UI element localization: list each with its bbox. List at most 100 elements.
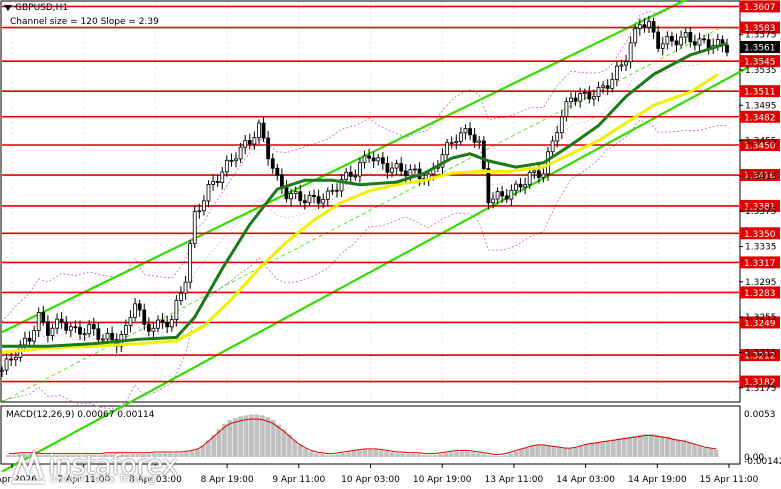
candle-body <box>647 21 651 28</box>
candle-body <box>628 42 633 63</box>
candle-body <box>569 97 573 102</box>
macd-bar <box>465 451 470 457</box>
candle-body <box>651 21 656 33</box>
grid <box>11 2 730 401</box>
macd-title: MACD(12,26,9) 0.00067 0.00114 <box>6 410 155 420</box>
macd-bar <box>573 447 578 457</box>
candle-body <box>13 356 18 361</box>
macd-bar <box>65 455 71 457</box>
x-tick-label: 10 Apr 03:00 <box>341 475 400 485</box>
macd-bar <box>335 454 341 457</box>
macd-bar <box>238 416 244 457</box>
macd-bar <box>551 446 557 457</box>
level-tag <box>740 21 780 34</box>
candle-body <box>105 332 110 340</box>
candle-body <box>472 134 477 143</box>
candle-body <box>339 179 344 192</box>
candle-body <box>587 92 592 100</box>
level-label: 1.3212 <box>744 352 776 362</box>
candle-body <box>156 319 160 329</box>
candle-body <box>491 198 495 204</box>
macd-bar <box>691 444 697 457</box>
macd-bar <box>378 450 384 457</box>
macd-bar <box>324 455 330 457</box>
watermark-tagline: Instant Forex Trading <box>50 474 156 485</box>
candle-body <box>390 167 394 173</box>
x-tick-label: 9 Apr 11:00 <box>272 475 325 485</box>
candle-body <box>495 191 500 200</box>
candle-body <box>68 326 73 331</box>
symbol-label: GBPUSD,H1 <box>15 3 69 13</box>
y-tick-label: 1.3575 <box>745 31 777 41</box>
macd-bar <box>416 454 422 457</box>
candle-body <box>133 303 137 318</box>
y-tick-label: 1.3495 <box>745 101 777 111</box>
macd-bar <box>195 449 200 457</box>
level-label: 1.3482 <box>744 113 776 123</box>
candle-body <box>702 38 706 41</box>
macd-bar <box>16 454 22 457</box>
macd-bar <box>654 434 659 457</box>
macd-bar <box>497 456 503 457</box>
ma-slow-line <box>1 73 719 354</box>
macd-bar <box>492 456 497 457</box>
candle-body <box>445 142 449 156</box>
candle-body <box>477 140 482 143</box>
candle-body <box>697 38 702 46</box>
candle-body <box>321 198 326 204</box>
candle-body <box>82 333 87 336</box>
candle-body <box>500 191 505 197</box>
macd-bar <box>227 420 233 457</box>
macd-bar <box>200 445 206 457</box>
candle-body <box>289 193 293 200</box>
level-tag <box>740 139 780 152</box>
candle-body <box>179 292 183 301</box>
macd-bar <box>351 451 357 457</box>
level-label: 1.3607 <box>744 3 776 13</box>
macd-bar <box>659 435 665 457</box>
candle-body <box>637 24 642 30</box>
candle-body <box>348 171 353 177</box>
macd-bar <box>610 439 616 457</box>
macd-bar <box>130 454 136 457</box>
level-tag <box>740 227 780 240</box>
candle-body <box>137 303 142 311</box>
candle-body <box>284 186 289 200</box>
candle-body <box>399 163 404 172</box>
macd-bar <box>627 436 632 457</box>
macd-bar <box>357 450 362 457</box>
macd-bar <box>605 440 611 457</box>
y-tick-label: 1.3335 <box>745 243 777 253</box>
candle-body <box>610 78 615 89</box>
candle-body <box>302 200 307 204</box>
macd-bar <box>643 433 649 457</box>
level-label: 1.3583 <box>744 24 776 34</box>
candle-body <box>408 169 413 177</box>
macd-bar <box>454 451 460 457</box>
macd-bar <box>222 423 227 457</box>
macd-bar <box>681 440 686 457</box>
moving-averages <box>1 42 728 354</box>
y-tick-label: 1.3455 <box>745 137 777 147</box>
level-tag <box>740 55 780 68</box>
macd-bar <box>637 434 643 457</box>
channel-lower <box>1 62 756 473</box>
candle-body <box>344 171 349 180</box>
candle-body <box>325 190 330 200</box>
candle-body <box>376 157 381 162</box>
macd-bar <box>60 455 65 457</box>
level-tag <box>740 286 780 299</box>
macd-bar <box>184 452 190 457</box>
candle-body <box>527 172 532 186</box>
candle-body <box>50 327 55 336</box>
candle-body <box>128 316 133 326</box>
y-tick-label: 1.3415 <box>745 172 777 182</box>
candle-body <box>403 170 408 177</box>
macd-bar <box>6 455 11 457</box>
candle-body <box>394 163 399 169</box>
candle-body <box>280 174 284 188</box>
x-tick-label: 10 Apr 19:00 <box>413 475 472 485</box>
level-label: 1.3450 <box>744 142 776 152</box>
level-tag <box>740 199 780 212</box>
macd-bar <box>508 453 514 457</box>
